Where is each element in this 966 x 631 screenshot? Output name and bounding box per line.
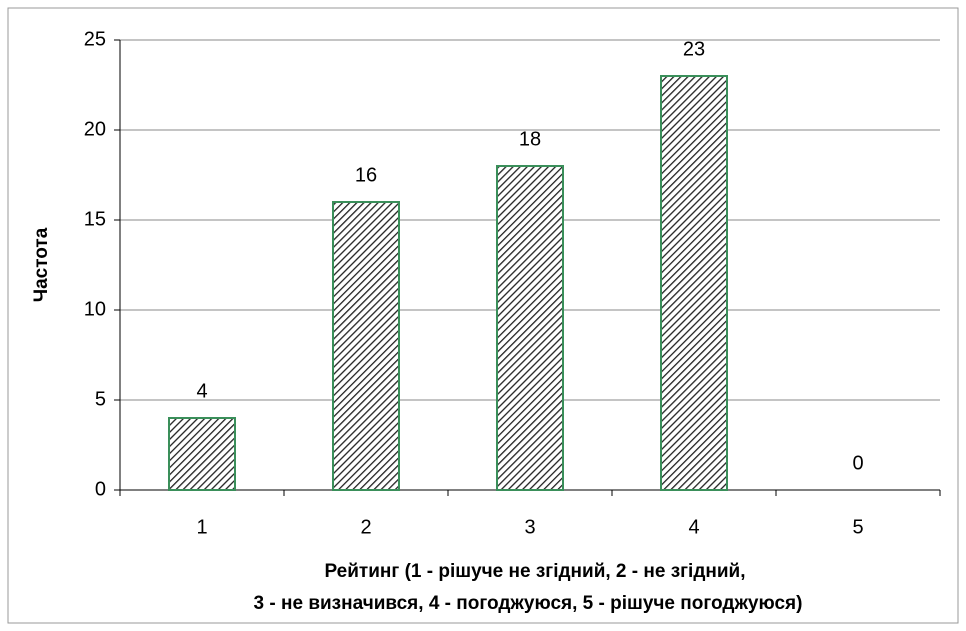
x-tick-label: 2 [360, 516, 371, 538]
y-tick-label: 25 [84, 28, 106, 50]
x-axis-title: Рейтинг (1 - рішуче не згідний, 2 - не з… [324, 561, 745, 582]
bar [168, 417, 236, 491]
chart-frame [7, 7, 959, 624]
x-tick-label: 3 [524, 516, 535, 538]
data-label: 0 [852, 452, 863, 474]
x-tick-label: 4 [688, 516, 699, 538]
bar [332, 201, 400, 491]
y-tick-label: 15 [84, 208, 106, 230]
x-tick-label: 1 [196, 516, 207, 538]
data-label: 23 [683, 38, 705, 60]
data-label: 16 [355, 164, 377, 186]
x-axis-title: 3 - не визначився, 4 - погоджуюся, 5 - р… [254, 593, 803, 614]
y-tick-label: 0 [95, 478, 106, 500]
data-label: 18 [519, 128, 541, 150]
y-axis-title: Частота [31, 227, 52, 302]
y-tick-label: 20 [84, 118, 106, 140]
y-tick-label: 5 [95, 388, 106, 410]
data-label: 4 [196, 380, 207, 402]
x-tick-label: 5 [852, 516, 863, 538]
y-tick-label: 10 [84, 298, 106, 320]
bar [496, 165, 564, 491]
bar [660, 75, 728, 491]
